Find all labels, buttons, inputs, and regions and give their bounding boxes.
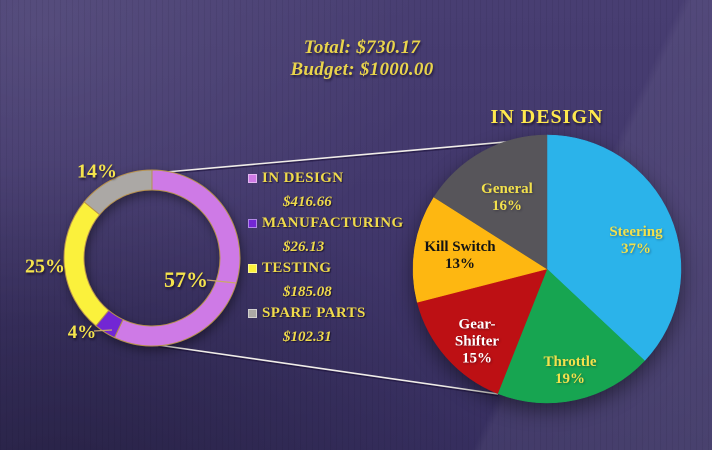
- legend-item: MANUFACTURING $26.13: [248, 215, 404, 256]
- slice-name: Gear-Shifter: [454, 316, 500, 350]
- legend-swatch-icon: [248, 174, 257, 183]
- donut-percent-label: 25%: [25, 255, 65, 278]
- totals-header: Total: $730.17 Budget: $1000.00: [0, 37, 712, 81]
- legend-item: IN DESIGN $416.66: [248, 170, 404, 211]
- pie-slice-label: Steering 37%: [586, 224, 686, 258]
- pie-slice-label: General 16%: [457, 181, 557, 215]
- legend-item: SPARE PARTS $102.31: [248, 305, 404, 346]
- legend-label: MANUFACTURING: [262, 215, 404, 231]
- legend-label: TESTING: [262, 260, 332, 276]
- legend-amount: $416.66: [283, 194, 332, 210]
- slice-percent: 16%: [492, 198, 522, 214]
- legend-amount: $185.08: [283, 284, 332, 300]
- legend-label: IN DESIGN: [262, 170, 344, 186]
- legend-swatch-icon: [248, 264, 257, 273]
- slice-percent: 19%: [555, 371, 585, 387]
- chart-slice: [63, 201, 110, 327]
- legend-swatch-icon: [248, 219, 257, 228]
- chart-slice: [113, 169, 241, 347]
- donut-leader-lines: [93, 279, 237, 332]
- legend-amount: $26.13: [283, 239, 325, 255]
- legend-label: SPARE PARTS: [262, 305, 366, 321]
- slice-name: General: [481, 181, 533, 197]
- chart-legend: IN DESIGN $416.66 MANUFACTURING $26.13 T…: [248, 170, 404, 350]
- callout-lines: [154, 138, 541, 397]
- pie-slice-label: Gear-Shifter 15%: [442, 317, 512, 368]
- donut-chart: [63, 169, 241, 347]
- detail-pie-chart: [412, 134, 682, 404]
- legend-amount: $102.31: [283, 329, 332, 345]
- chart-slice: [416, 268, 548, 394]
- slice-percent: 15%: [462, 350, 492, 367]
- donut-percent-label: 14%: [77, 160, 117, 183]
- chart-slice: [497, 268, 646, 404]
- slice-name: Kill Switch: [424, 239, 496, 255]
- chart-slice: [412, 196, 548, 303]
- chart-slice: [433, 134, 548, 270]
- donut-percent-label: 4%: [67, 322, 97, 343]
- pie-slice-label: Throttle 19%: [520, 354, 620, 388]
- slice-name: Throttle: [543, 354, 597, 370]
- slice-percent: 13%: [445, 256, 475, 272]
- slice-name: Steering: [609, 224, 663, 240]
- total-line: Total: $730.17: [303, 37, 421, 58]
- pie-slice-label: Kill Switch 13%: [405, 239, 515, 273]
- donut-percent-label: 57%: [164, 267, 208, 292]
- budget-line: Budget: $1000.00: [290, 59, 434, 80]
- slice-percent: 37%: [621, 241, 651, 257]
- chart-slice: [83, 169, 153, 216]
- chart-slice: [546, 134, 682, 362]
- detail-pie-title: IN DESIGN: [490, 106, 604, 128]
- legend-swatch-icon: [248, 309, 257, 318]
- legend-item: TESTING $185.08: [248, 260, 404, 301]
